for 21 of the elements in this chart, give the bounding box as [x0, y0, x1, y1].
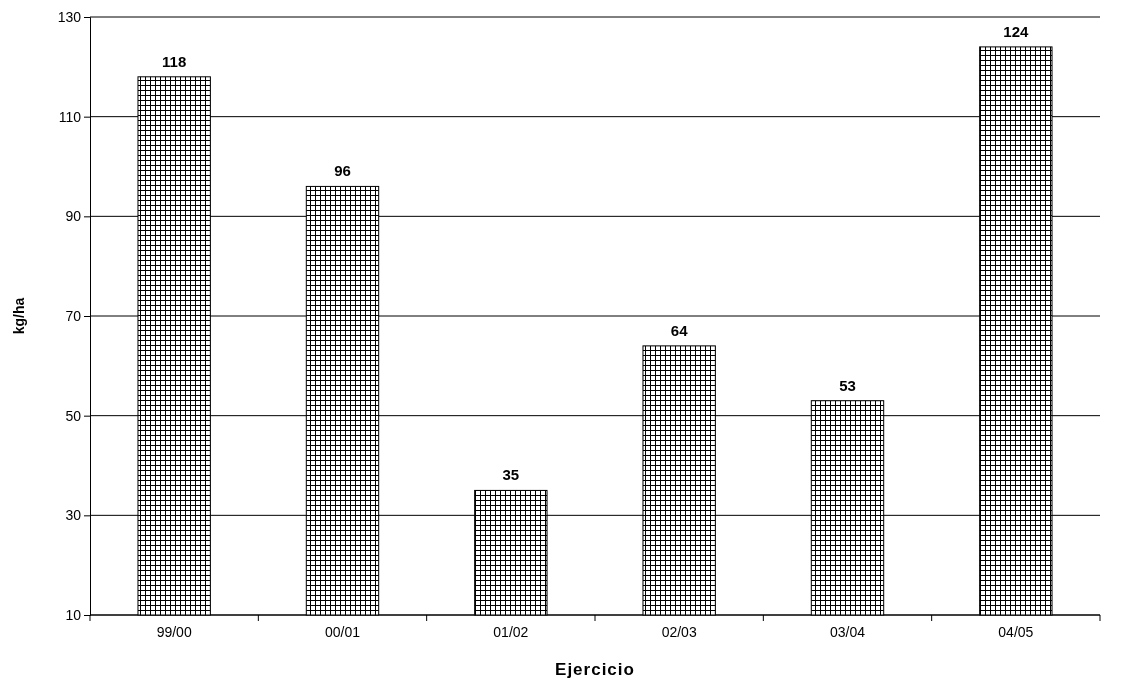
y-tick-label: 90	[65, 208, 82, 225]
data-label: 35	[502, 466, 520, 484]
y-tick-label: 30	[65, 507, 82, 524]
data-label: 118	[162, 52, 187, 70]
data-label: 96	[334, 162, 351, 180]
x-tick-label: 04/05	[998, 623, 1034, 640]
y-tick-label: 70	[65, 307, 82, 324]
x-tick-label: 01/02	[493, 623, 529, 640]
data-label: 124	[1003, 22, 1029, 40]
x-axis-title: Ejercicio	[555, 660, 635, 679]
y-tick-label: 110	[58, 108, 82, 125]
x-tick-label: 02/03	[661, 623, 697, 640]
x-tick-label: 03/04	[829, 623, 866, 640]
y-tick-label: 50	[65, 407, 82, 424]
y-tick-label: 10	[65, 606, 82, 623]
x-tick-label: 00/01	[324, 623, 361, 640]
y-tick-label: 130	[57, 8, 82, 25]
data-label: 53	[839, 376, 856, 394]
y-axis-title: kg/ha	[11, 297, 27, 335]
x-tick-label: 99/00	[156, 623, 192, 640]
data-label: 64	[670, 321, 689, 339]
